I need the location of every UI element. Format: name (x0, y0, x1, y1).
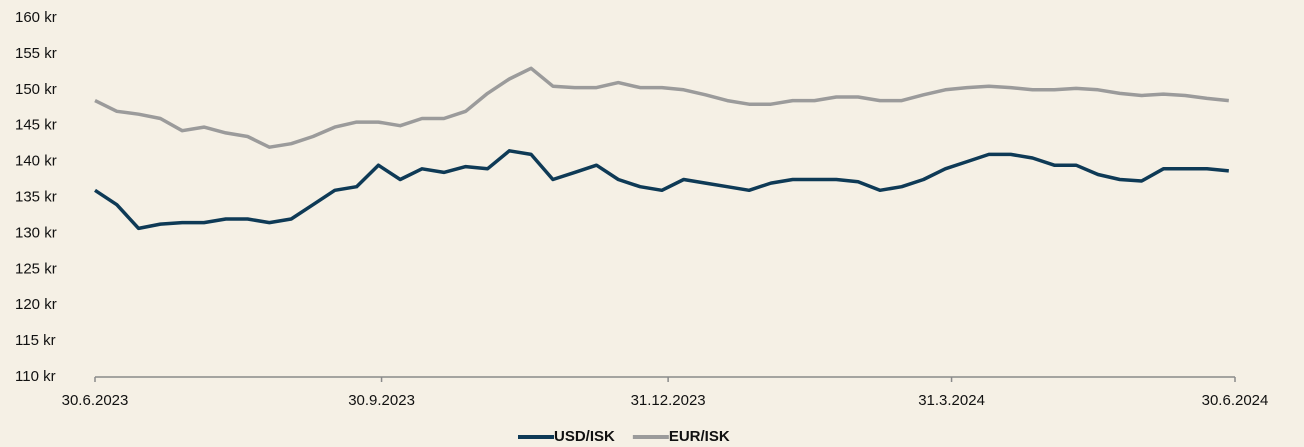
x-tick-label: 31.12.2023 (631, 392, 706, 409)
legend-label: USD/ISK (554, 428, 615, 445)
y-tick-label: 130 kr (15, 224, 57, 241)
y-tick-label: 120 kr (15, 296, 57, 313)
legend-label: EUR/ISK (669, 428, 730, 445)
x-tick-label: 30.6.2024 (1202, 392, 1269, 409)
y-tick-label: 110 kr (15, 368, 56, 385)
y-tick-label: 115 kr (15, 332, 56, 349)
series-line (94, 66, 1229, 149)
x-tick-label: 31.3.2024 (918, 392, 985, 409)
x-tick-label: 30.6.2023 (62, 392, 129, 409)
y-tick-label: 155 kr (15, 45, 57, 62)
y-tick-label: 135 kr (15, 188, 57, 205)
y-tick-label: 160 kr (15, 9, 57, 26)
y-tick-label: 140 kr (15, 153, 57, 170)
y-tick-label: 150 kr (15, 81, 57, 98)
y-tick-label: 125 kr (15, 260, 57, 277)
series-line (94, 149, 1229, 231)
x-tick-label: 30.9.2023 (348, 392, 415, 409)
y-tick-label: 145 kr (15, 117, 57, 134)
